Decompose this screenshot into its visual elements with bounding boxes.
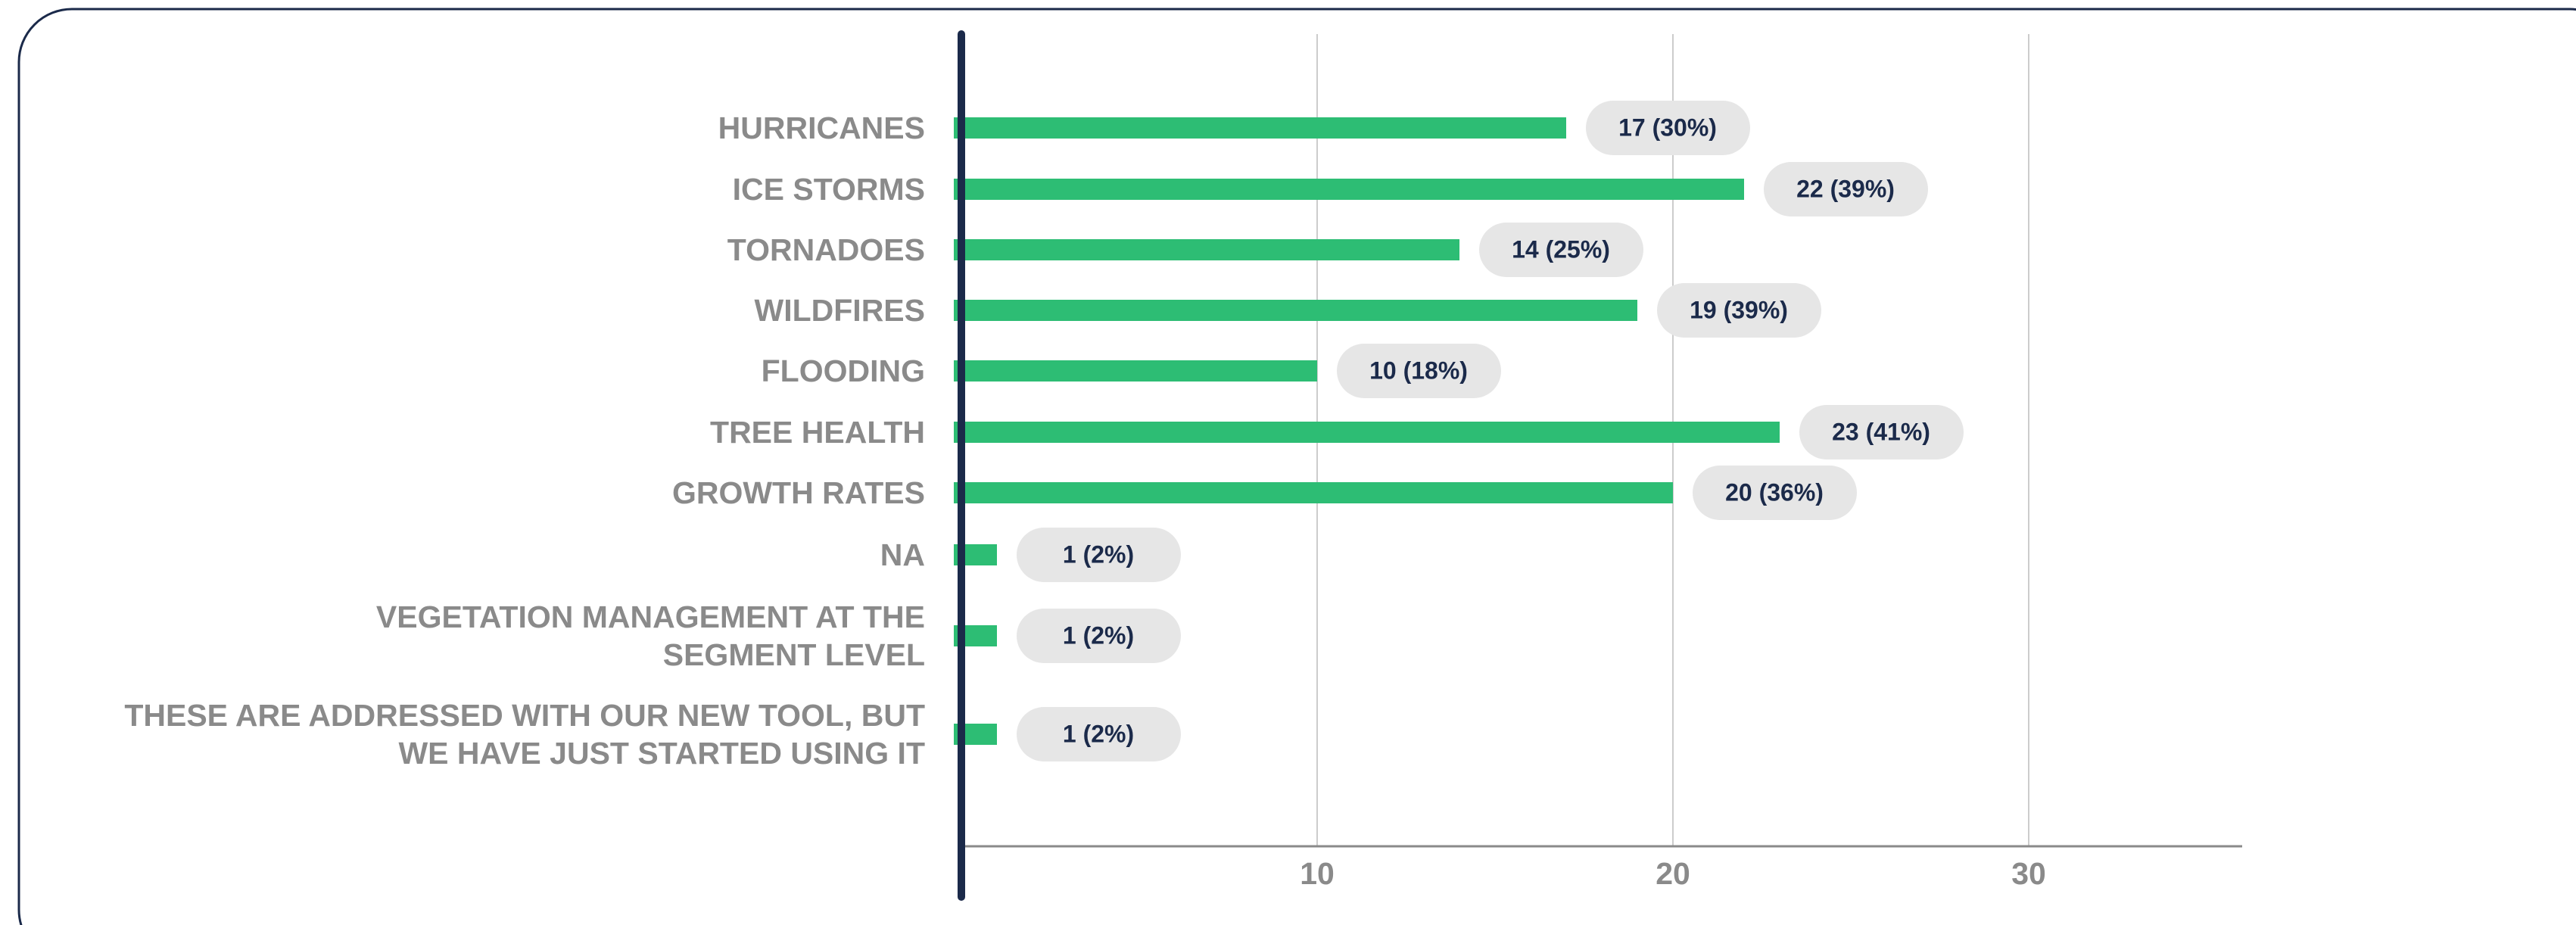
x-tick-label: 10 <box>1300 856 1335 891</box>
x-tick-label: 20 <box>1656 856 1690 891</box>
category-label: HURRICANES <box>718 111 925 145</box>
category-wrap: TREE HEALTH <box>17 387 925 478</box>
category-label: VEGETATION MANAGEMENT AT THE SEGMENT LEV… <box>375 600 925 672</box>
category-box: TORNADOES <box>17 204 925 295</box>
category-label: TORNADOES <box>727 232 925 267</box>
category-label: ICE STORMS <box>732 172 925 207</box>
category-box: THESE ARE ADDRESSED WITH OUR NEW TOOL, B… <box>92 689 925 780</box>
category-wrap: HURRICANES <box>17 83 925 173</box>
bar <box>954 422 1780 443</box>
category-box: NA <box>17 509 925 600</box>
category-label: FLOODING <box>761 353 925 388</box>
bar <box>954 117 1566 139</box>
category-label: WILDFIRES <box>754 293 925 328</box>
value-pill <box>1017 528 1181 582</box>
bar <box>954 239 1459 260</box>
category-wrap: THESE ARE ADDRESSED WITH OUR NEW TOOL, B… <box>92 689 925 780</box>
value-label: 1 (2%) <box>1063 720 1134 747</box>
value-label: 14 (25%) <box>1512 235 1610 263</box>
category-label: GROWTH RATES <box>671 475 925 510</box>
category-wrap: VEGETATION MANAGEMENT AT THE SEGMENT LEV… <box>350 590 925 681</box>
value-pill <box>1017 609 1181 663</box>
value-pill <box>1657 283 1821 338</box>
category-label: THESE ARE ADDRESSED WITH OUR NEW TOOL, B… <box>124 698 925 771</box>
value-label: 20 (36%) <box>1725 478 1824 506</box>
category-box: HURRICANES <box>17 83 925 173</box>
category-box: GROWTH RATES <box>17 447 925 538</box>
bar <box>954 360 1317 382</box>
category-box: VEGETATION MANAGEMENT AT THE SEGMENT LEV… <box>350 590 925 681</box>
value-pill <box>1017 707 1181 761</box>
category-wrap: FLOODING <box>17 325 925 416</box>
value-label: 22 (39%) <box>1796 175 1895 202</box>
value-pill <box>1586 101 1750 155</box>
value-pill <box>1479 223 1643 277</box>
category-label: NA <box>880 537 925 572</box>
value-label: 17 (30%) <box>1618 114 1717 141</box>
value-label: 19 (39%) <box>1690 296 1788 323</box>
bar <box>954 300 1637 321</box>
value-label: 23 (41%) <box>1832 418 1930 445</box>
value-label: 1 (2%) <box>1063 540 1134 568</box>
category-wrap: NA <box>17 509 925 600</box>
value-pill <box>1764 162 1928 216</box>
value-pill <box>1693 466 1857 520</box>
category-box: TREE HEALTH <box>17 387 925 478</box>
value-label: 1 (2%) <box>1063 621 1134 649</box>
category-wrap: WILDFIRES <box>17 265 925 356</box>
category-box: ICE STORMS <box>17 144 925 235</box>
category-box: FLOODING <box>17 325 925 416</box>
bar <box>954 179 1744 200</box>
x-tick-label: 30 <box>2011 856 2046 891</box>
category-wrap: ICE STORMS <box>17 144 925 235</box>
category-wrap: GROWTH RATES <box>17 447 925 538</box>
category-wrap: TORNADOES <box>17 204 925 295</box>
value-label: 10 (18%) <box>1369 357 1468 384</box>
card <box>17 8 2576 925</box>
bar <box>954 482 1673 503</box>
value-pill <box>1337 344 1501 398</box>
category-box: WILDFIRES <box>17 265 925 356</box>
category-label: TREE HEALTH <box>710 415 925 450</box>
value-pill <box>1799 405 1964 459</box>
